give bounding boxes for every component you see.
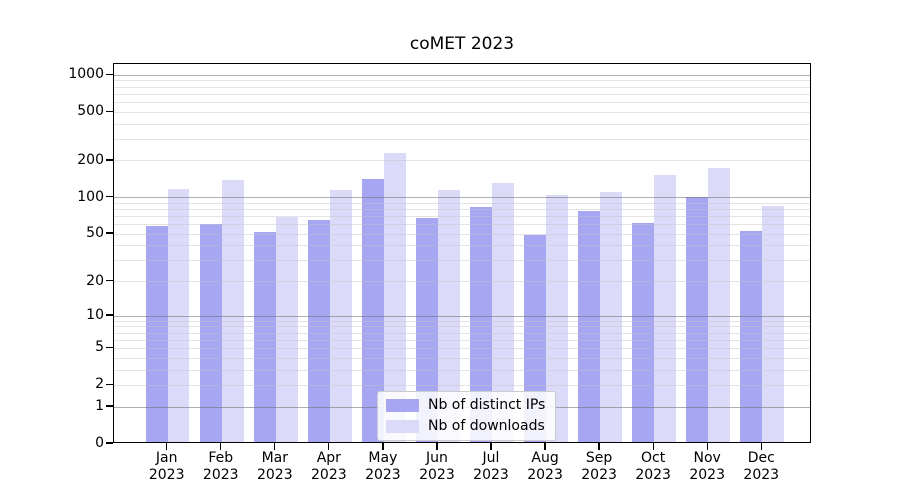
- y-tick-label-5: 5: [95, 339, 104, 356]
- bar-nb-of-downloads-jul: [492, 182, 514, 442]
- x-tick-mark-aug: [544, 443, 546, 450]
- bar-nb-of-downloads-feb: [221, 179, 244, 442]
- bar-nb-of-distinct-ips-mar: [254, 232, 276, 442]
- y-tick-mark-200: [106, 159, 113, 161]
- x-tick-mark-jul: [490, 443, 492, 450]
- bar-nb-of-downloads-mar: [275, 216, 298, 442]
- x-tick-label-oct: Oct 2023: [635, 450, 671, 483]
- y-tick-mark-1000: [106, 73, 113, 75]
- y-tick-mark-2: [106, 383, 113, 385]
- legend-swatch-distinct-ips: [386, 399, 419, 412]
- legend-label-distinct-ips: Nb of distinct IPs: [428, 397, 546, 413]
- bar-nb-of-downloads-apr: [329, 190, 352, 442]
- bar-nb-of-distinct-ips-feb: [199, 224, 222, 442]
- bar-nb-of-distinct-ips-apr: [308, 220, 330, 442]
- y-tick-label-2: 2: [95, 376, 104, 393]
- x-tick-mark-mar: [274, 443, 276, 450]
- bar-nb-of-distinct-ips-nov: [686, 197, 709, 442]
- minor-gridline-700: [114, 93, 810, 95]
- x-tick-label-apr: Apr 2023: [311, 450, 347, 483]
- y-tick-label-0: 0: [95, 435, 104, 451]
- bar-nb-of-downloads-aug: [546, 195, 568, 442]
- y-tick-label-50: 50: [86, 225, 104, 242]
- x-tick-mark-may: [382, 443, 384, 450]
- x-tick-label-feb: Feb 2023: [202, 450, 239, 483]
- plot-area: [113, 63, 811, 443]
- y-tick-label-100: 100: [77, 188, 104, 205]
- bar-nb-of-distinct-ips-dec: [740, 231, 763, 442]
- minor-gridline-900: [114, 80, 810, 82]
- y-tick-label-1000: 1000: [68, 66, 104, 83]
- y-tick-mark-10: [106, 314, 113, 316]
- bar-nb-of-downloads-jan: [167, 189, 190, 442]
- minor-gridline-300: [114, 138, 810, 140]
- x-tick-mark-dec: [760, 443, 762, 450]
- x-tick-label-jan: Jan 2023: [148, 450, 185, 483]
- y-tick-label-20: 20: [86, 272, 104, 289]
- x-tick-mark-jan: [166, 443, 168, 450]
- minor-gridline-400: [114, 123, 810, 125]
- x-tick-mark-nov: [706, 443, 708, 450]
- bar-nb-of-distinct-ips-jan: [145, 226, 168, 442]
- bar-nb-of-downloads-oct: [654, 174, 676, 442]
- bar-nb-of-distinct-ips-sep: [578, 210, 601, 442]
- y-tick-mark-5: [106, 346, 113, 348]
- x-tick-label-jun: Jun 2023: [419, 450, 455, 483]
- x-tick-label-dec: Dec 2023: [743, 450, 780, 483]
- minor-gridline-600: [114, 101, 810, 103]
- y-tick-mark-500: [106, 110, 113, 112]
- y-tick-mark-0: [106, 442, 113, 444]
- bar-nb-of-distinct-ips-may: [362, 179, 384, 442]
- bar-nb-of-downloads-nov: [708, 168, 730, 442]
- y-tick-label-200: 200: [77, 151, 104, 168]
- y-tick-mark-100: [106, 196, 113, 198]
- chart-title: coMET 2023: [409, 34, 515, 54]
- x-tick-label-nov: Nov 2023: [689, 450, 725, 483]
- major-gridline-1000: [114, 74, 810, 76]
- y-tick-mark-20: [106, 279, 113, 282]
- bar-nb-of-distinct-ips-oct: [632, 222, 655, 442]
- x-tick-label-may: May 2023: [365, 450, 401, 483]
- minor-gridline-500: [114, 111, 810, 113]
- legend-swatch-downloads: [386, 420, 419, 433]
- x-tick-mark-jun: [436, 443, 438, 450]
- x-tick-mark-feb: [220, 443, 222, 450]
- legend-label-downloads: Nb of downloads: [428, 418, 545, 434]
- minor-gridline-200: [114, 160, 810, 162]
- x-tick-mark-sep: [598, 443, 600, 450]
- x-tick-label-sep: Sep 2023: [581, 450, 617, 483]
- y-tick-label-10: 10: [86, 307, 104, 323]
- bar-nb-of-downloads-dec: [762, 205, 785, 442]
- x-tick-label-jul: Jul 2023: [473, 450, 509, 483]
- legend: Nb of distinct IPs Nb of downloads: [377, 391, 557, 441]
- y-tick-label-1: 1: [95, 398, 104, 414]
- x-tick-label-aug: Aug 2023: [527, 450, 563, 483]
- x-tick-mark-oct: [652, 443, 654, 450]
- minor-gridline-800: [114, 86, 810, 88]
- bar-nb-of-distinct-ips-jul: [470, 207, 492, 442]
- y-tick-mark-1: [106, 405, 113, 407]
- y-tick-label-500: 500: [77, 103, 104, 120]
- bar-nb-of-downloads-may: [383, 152, 406, 442]
- y-tick-mark-50: [106, 232, 113, 234]
- x-tick-label-mar: Mar 2023: [256, 450, 293, 483]
- x-tick-mark-apr: [328, 443, 330, 450]
- legend-item-downloads: Nb of downloads: [386, 418, 545, 435]
- legend-item-distinct-ips: Nb of distinct IPs: [386, 397, 545, 414]
- bar-nb-of-distinct-ips-jun: [416, 217, 438, 442]
- bar-nb-of-distinct-ips-aug: [524, 235, 547, 442]
- bar-nb-of-downloads-sep: [600, 192, 622, 442]
